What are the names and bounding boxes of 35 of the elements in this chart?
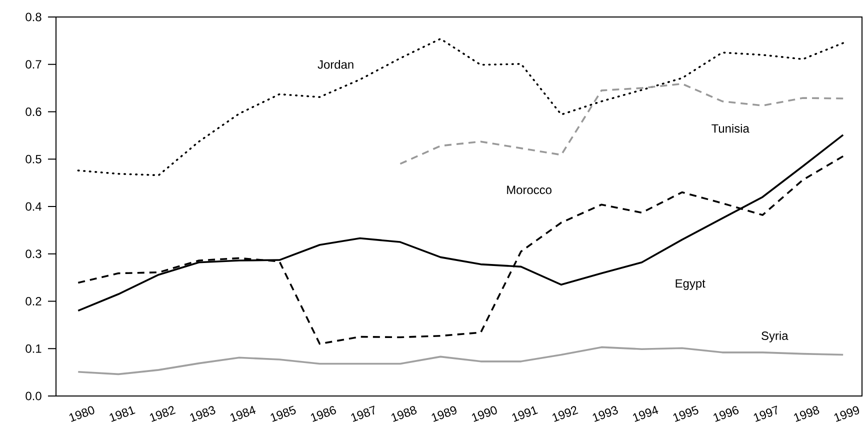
y-tick-label: 0.4: [26, 202, 42, 211]
x-tick-label: 1997: [754, 406, 777, 422]
x-tick-label: 1987: [351, 406, 374, 422]
x-tick-label: 1995: [673, 406, 698, 422]
series-label: Jordan: [318, 60, 354, 69]
x-tick-label: 1998: [794, 406, 820, 422]
y-tick-label: 0.3: [26, 250, 42, 258]
x-tick-label: 1980: [69, 406, 94, 422]
x-tick-label: 1991: [512, 406, 538, 422]
x-tick-label: 1993: [592, 406, 618, 422]
y-tick-label: 0.8: [26, 12, 42, 22]
x-tick-label: 1986: [310, 406, 336, 422]
series-label: Syria: [762, 331, 788, 342]
x-tick-label: 1984: [230, 406, 256, 422]
y-tick-label: 0.1: [26, 344, 42, 353]
y-tick-label: 0.7: [26, 60, 42, 69]
x-tick-label: 1988: [391, 406, 417, 422]
x-tick-label: 1985: [270, 406, 296, 422]
line-series: [77, 38, 844, 176]
y-tick-label: 0.5: [26, 154, 42, 164]
x-tick-label: 1981: [110, 406, 136, 422]
text: Morocco: [507, 186, 552, 194]
x-tick-label: 1982: [150, 406, 176, 422]
y-tick-label: 0.6: [26, 108, 42, 116]
x-tick-label: 1992: [552, 406, 578, 422]
x-tick-label: 1999: [834, 406, 860, 422]
x-tick-label: 1989: [432, 406, 456, 422]
series-label: Tunisia: [712, 124, 750, 133]
y-tick-label: 0.0: [26, 392, 42, 400]
x-tick-label: 1996: [714, 406, 739, 422]
x-tick-label: 1994: [632, 406, 658, 422]
text: Egypt: [676, 279, 706, 290]
x-tick-label: 1983: [190, 406, 216, 422]
y-tick-label: 0.2: [26, 297, 42, 306]
x-tick-label: 1990: [472, 406, 497, 422]
